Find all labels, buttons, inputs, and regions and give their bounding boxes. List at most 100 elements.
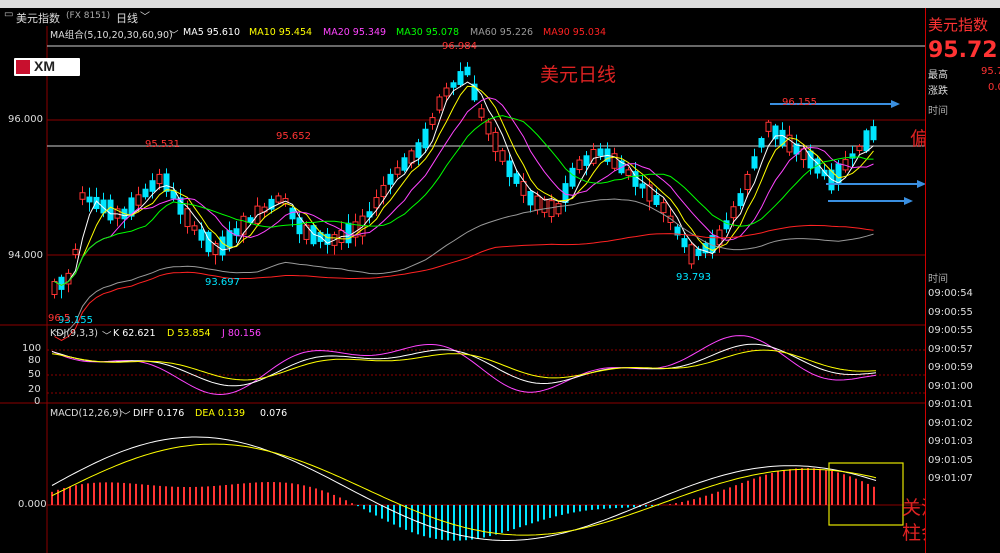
kdj-d-line (51, 349, 877, 381)
candle-body (51, 281, 58, 295)
kdj-k-value: K 62.621 (113, 328, 156, 339)
candle-body (611, 153, 618, 169)
candle-body (422, 128, 429, 149)
ma-group-label[interactable]: MA组合(5,10,20,30,60,90) (50, 30, 173, 41)
kdj-axis-label: 80 (28, 355, 41, 366)
candle-body (198, 229, 205, 241)
chart-symbol-code: (FX 8151) (66, 11, 111, 21)
kdj-name[interactable]: KDJ(9,3,3) (50, 328, 98, 339)
kdj-d-value: D 53.854 (167, 328, 211, 339)
ma20-label: MA20 95.349 (323, 27, 387, 38)
candle-body (695, 248, 702, 257)
candle-body (674, 226, 681, 236)
kdj-axis-label: 100 (22, 343, 42, 354)
chart-canvas[interactable] (0, 26, 925, 553)
chart-title[interactable]: 美元指数 (16, 12, 60, 25)
menu-icon[interactable]: ▭ (4, 9, 14, 20)
macd-dea-line (51, 443, 877, 536)
candle-body (191, 225, 198, 231)
macd-diff-value: DIFF 0.176 (133, 408, 185, 419)
candle-body (156, 173, 163, 185)
candle-body (366, 211, 373, 218)
candle-body (772, 125, 779, 140)
candle-body (737, 193, 744, 207)
candle-body (184, 208, 191, 228)
kdj-j-line (51, 335, 877, 396)
candle-body (513, 173, 520, 184)
xm-logo: XM (14, 58, 80, 76)
annotation-arrows (770, 100, 925, 205)
macd-diff-line (51, 436, 877, 541)
chevron-down-icon[interactable]: ﹀ (169, 30, 179, 41)
quote-change-value: 0.0 (988, 82, 1000, 93)
candle-body (79, 192, 86, 200)
price-label: 96.155 (782, 97, 817, 108)
candle-body (870, 126, 877, 141)
ma30-label: MA30 95.078 (396, 27, 460, 38)
price-label: 93.697 (205, 277, 240, 288)
price-label: 95.652 (276, 131, 311, 142)
candle-body (471, 83, 478, 101)
ma-line (54, 81, 874, 286)
chevron-down-icon[interactable]: ﹀ (121, 411, 131, 422)
candle-body (240, 215, 247, 235)
candle-body (149, 180, 156, 192)
candle-body (219, 236, 226, 256)
candle-body (268, 198, 275, 210)
macd-name[interactable]: MACD(12,26,9) (50, 408, 123, 419)
macd-histogram (51, 467, 875, 541)
low-price-label: 93.155 (58, 315, 93, 326)
candle-body (751, 156, 758, 169)
kdj-j-value: J 80.156 (222, 328, 262, 339)
trade-time: 09:01:03 (928, 436, 973, 447)
candle-body (275, 195, 282, 203)
price-label: 96.5 (48, 313, 71, 324)
candle-body (555, 203, 562, 215)
kdj-lines (51, 335, 877, 396)
macd-axis-label: 0.000 (18, 499, 47, 510)
candle-body (625, 169, 632, 176)
candle-body (527, 191, 534, 206)
macd-value: 0.076 (260, 408, 288, 419)
moving-average-lines (54, 81, 874, 341)
candle-body (436, 96, 443, 111)
candle-body (107, 199, 114, 221)
candle-body (142, 188, 149, 198)
candle-body (443, 87, 450, 97)
candle-body (485, 121, 492, 135)
chevron-down-icon[interactable]: ﹀ (140, 12, 150, 23)
ma90-label: MA90 95.034 (543, 27, 607, 38)
kdj-axis-label: 50 (28, 369, 41, 380)
ma10-label: MA10 95.454 (249, 27, 313, 38)
xm-logo-text: XM (34, 58, 55, 74)
trade-time: 09:00:55 (928, 306, 973, 318)
quote-title: 美元指数 (928, 16, 989, 34)
trade-time: 09:00:57 (928, 343, 973, 355)
trade-time: 09:00:59 (928, 362, 973, 373)
candle-body (534, 195, 541, 211)
trade-time: 09:01:07 (928, 473, 973, 484)
candle-body (345, 222, 352, 244)
candle-body (849, 153, 856, 159)
candle-body (205, 231, 212, 253)
candle-body (758, 138, 765, 148)
candle-body (163, 173, 170, 192)
candle-body (541, 198, 548, 213)
period-selector[interactable]: 日线 (116, 12, 138, 25)
candle-body (569, 167, 576, 187)
candle-body (401, 157, 408, 171)
trade-time: 09:01:02 (928, 417, 973, 429)
chevron-down-icon[interactable]: ﹀ (102, 331, 112, 342)
candle-body (72, 248, 79, 256)
candle-body (464, 66, 471, 76)
candle-body (779, 129, 786, 147)
candle-body (177, 197, 184, 215)
candle-body (457, 71, 464, 85)
candle-body (135, 194, 142, 206)
price-axis-label: 96.000 (8, 114, 43, 125)
quote-change-label: 涨跌 (928, 86, 948, 97)
ma-line (54, 85, 874, 286)
ma-line (54, 115, 874, 286)
trade-time: 09:01:05 (928, 454, 973, 466)
candle-body (408, 150, 415, 164)
